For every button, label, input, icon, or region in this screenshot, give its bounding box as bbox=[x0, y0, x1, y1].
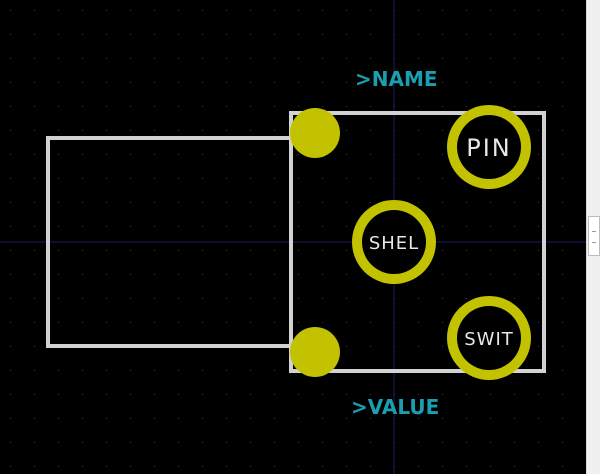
pad-switch-label: SWIT bbox=[464, 329, 514, 350]
grid-dots bbox=[10, 10, 563, 467]
name-field-text[interactable]: >NAME bbox=[355, 67, 438, 91]
silkscreen-footprint-outline[interactable] bbox=[289, 111, 546, 373]
scrollbar-thumb[interactable] bbox=[588, 216, 600, 256]
pcb-drawing[interactable]: PIN SHEL SWIT >NAME >VALUE bbox=[0, 0, 586, 474]
pad-mount-top[interactable] bbox=[290, 108, 340, 158]
pad-shell-label: SHEL bbox=[369, 233, 419, 254]
value-field-text[interactable]: >VALUE bbox=[351, 395, 439, 419]
vertical-scrollbar[interactable] bbox=[586, 0, 600, 474]
pad-pin-label: PIN bbox=[466, 134, 512, 162]
pcb-canvas[interactable]: PIN SHEL SWIT >NAME >VALUE bbox=[0, 0, 586, 474]
pad-mount-bottom[interactable] bbox=[290, 327, 340, 377]
pad-switch[interactable]: SWIT bbox=[447, 296, 531, 380]
pad-pin[interactable]: PIN bbox=[447, 105, 531, 189]
pad-shell[interactable]: SHEL bbox=[352, 200, 436, 284]
grip-lines-icon bbox=[592, 231, 596, 243]
